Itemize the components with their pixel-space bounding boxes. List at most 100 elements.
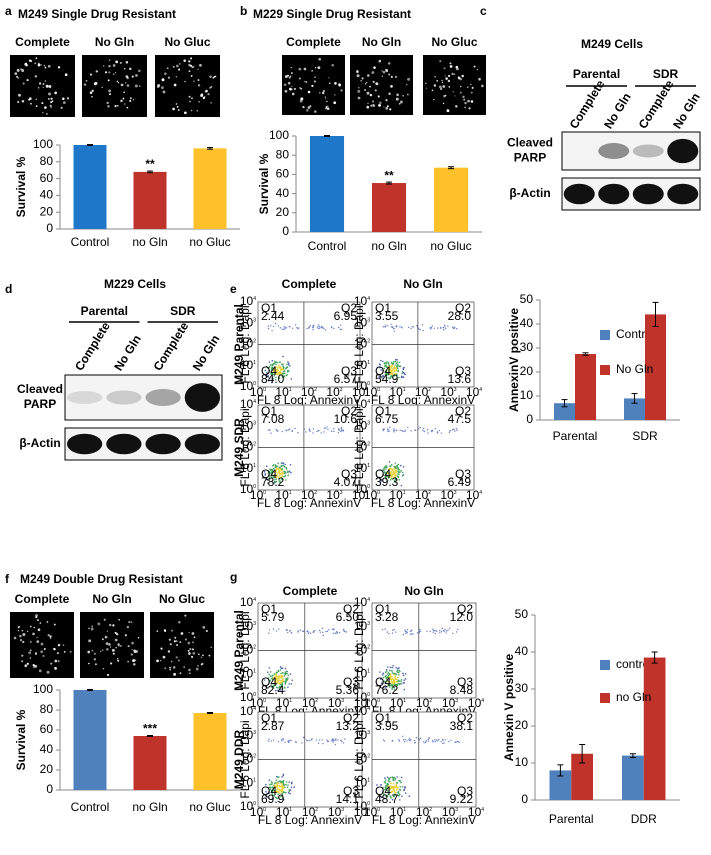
y-axis-label: FL 6 Log: Dapi [352,720,366,798]
cell-dot [314,76,316,78]
event-dot [382,377,385,380]
event-dot [284,741,286,743]
event-dot [392,469,395,472]
event-dot [281,675,284,678]
cell-dot [125,60,129,64]
event-dot [275,476,277,479]
event-dot [442,742,444,745]
cell-dot [372,104,376,107]
event-dot [271,783,273,786]
tick-exponent: 1 [403,698,406,704]
cell-dot [199,64,202,67]
cell-dot [26,79,29,82]
tick-exponent: 3 [340,490,343,496]
event-dot [280,681,283,683]
event-dot [387,377,390,379]
event-dot [416,324,418,327]
cell-dot [388,73,391,76]
event-dot [322,742,324,745]
blot-group: SDR [653,67,679,81]
event-dot [444,739,446,741]
event-dot [387,477,390,479]
blot-band [563,183,595,205]
event-dot [263,679,266,681]
event-dot [327,428,329,430]
cell-dot [14,72,18,75]
tick-exponent: 2 [315,807,318,813]
cell-dot [189,100,192,103]
y-tick-label: 100 [269,128,289,142]
cell-dot [106,630,108,632]
tick-exponent: 4 [367,399,370,405]
quadrant-value: 28.0 [448,309,472,323]
event-dot [273,673,276,675]
cell-dot [370,104,373,107]
x-tick-label: 104 [354,805,370,819]
event-dot [271,475,273,477]
event-dot [393,776,396,779]
cell-dot [117,104,119,107]
event-dot [402,430,404,433]
legend-label: control [616,657,652,671]
event-dot [278,679,281,682]
tick-exponent: 0 [253,484,256,490]
y-tick-label: 50 [515,607,529,621]
cell-dot [284,75,288,78]
event-dot [279,687,281,689]
cell-dot [118,645,120,647]
image-label: No Gluc [159,592,205,606]
event-dot [456,429,458,432]
x-tick-label: Control [71,800,110,814]
cell-dot [44,106,47,109]
tick-base: 10 [354,337,368,351]
chart-title: M249 Double Drug Resistant [20,572,183,586]
event-dot [278,469,281,472]
event-dot [436,431,439,433]
event-dot [288,789,291,791]
legend-swatch [600,660,610,670]
event-dot [394,475,397,477]
cell-dot [356,70,359,74]
event-dot [279,327,282,329]
cell-dot [106,648,109,651]
event-dot [325,630,327,633]
cell-dot [35,614,38,617]
cell-dot [93,652,97,655]
cell-dot [104,635,108,639]
cell-dot [290,72,293,74]
event-dot [382,474,385,476]
event-dot [270,781,273,783]
event-dot [385,376,388,379]
y-axis-label: Survival % [257,153,271,214]
event-dot [389,795,392,798]
event-dot [276,785,279,788]
event-dot [398,740,401,742]
y-tick-label: 100 [354,379,370,393]
event-dot [294,427,296,430]
tick-base: 10 [240,643,254,657]
event-dot [270,372,272,375]
cell-dot [83,83,87,86]
cell-dot [201,662,204,666]
event-dot [401,370,404,373]
cell-dot [187,641,191,645]
cell-dot [187,649,190,652]
event-dot [279,689,282,691]
event-dot [286,678,289,680]
event-dot [294,324,297,326]
quadrant-value: 84.0 [261,372,285,386]
event-dot [391,469,393,472]
cell-dot [322,89,326,93]
event-dot [390,369,392,372]
bar [645,314,666,420]
event-dot [288,741,290,744]
event-dot [390,463,393,466]
event-dot [399,788,401,791]
cell-dot [455,67,459,71]
event-dot [395,783,397,785]
cell-dot [360,80,362,82]
quadrant-value: 47.5 [448,412,472,426]
event-dot [274,368,276,371]
event-dot [277,796,280,799]
event-dot [449,627,451,629]
